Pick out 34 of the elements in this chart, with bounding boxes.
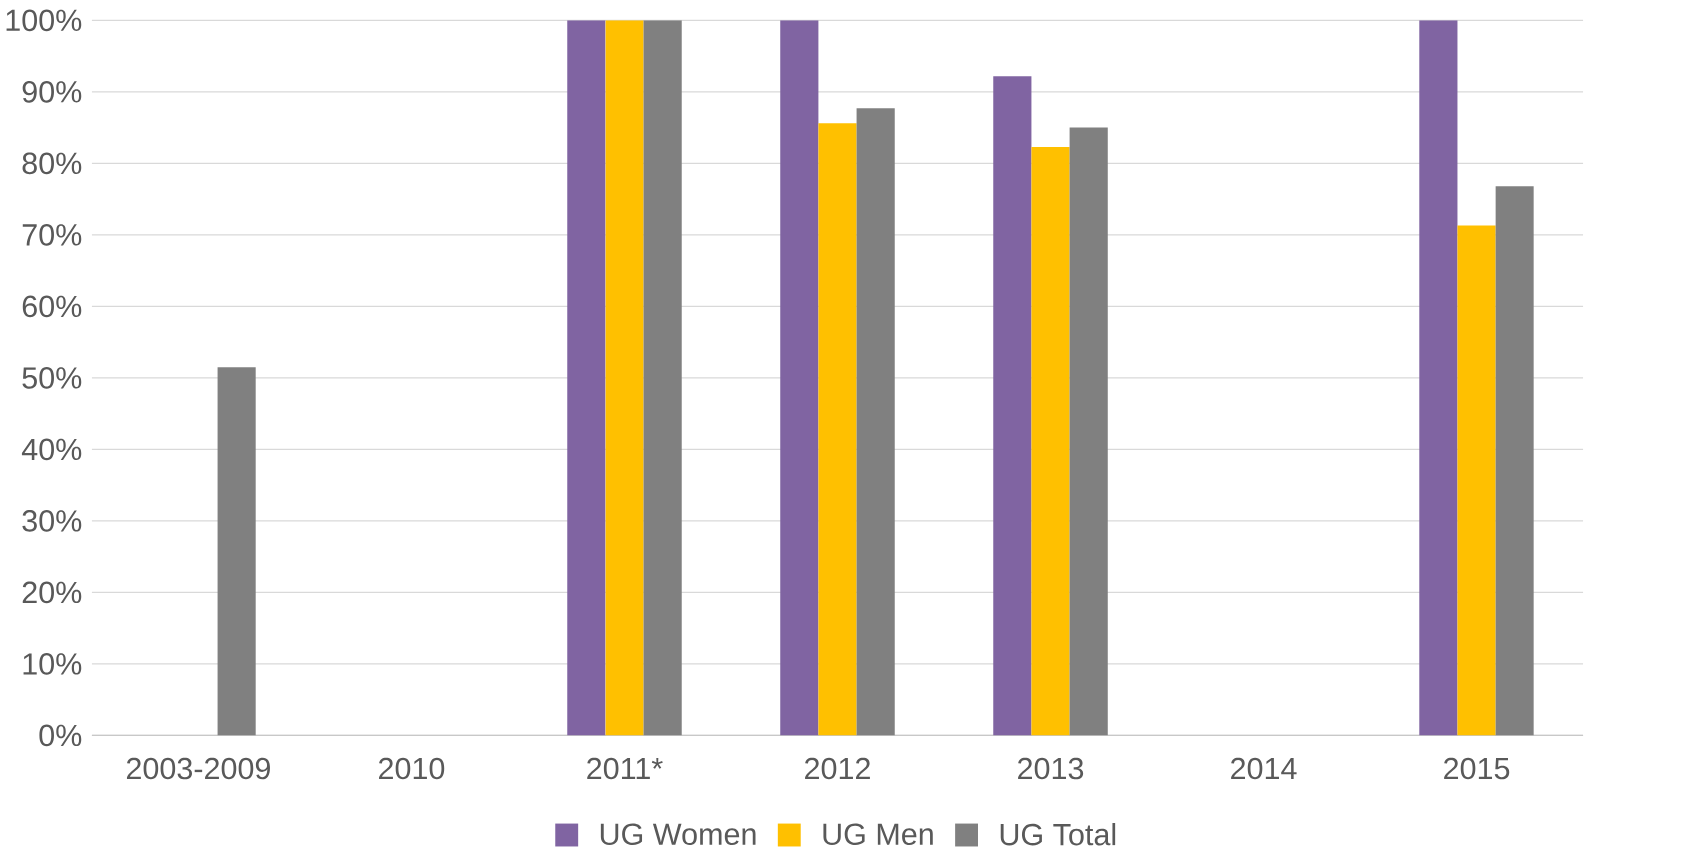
bar <box>818 123 857 736</box>
bar <box>780 20 819 736</box>
y-tick-label: 10% <box>23 653 82 675</box>
x-tick-label: 2012 <box>805 757 870 780</box>
y-tick-label: 0% <box>39 724 82 747</box>
bar <box>1495 186 1534 736</box>
y-tick-label: 80% <box>22 152 82 175</box>
y-tick-label: 40% <box>21 438 82 461</box>
bar <box>605 20 644 736</box>
y-tick-label: 50% <box>22 367 82 389</box>
x-tick-label: 2015 <box>1444 757 1510 780</box>
bar <box>1457 225 1496 736</box>
y-tick-label: 60% <box>22 295 82 318</box>
x-tick-label: 2013 <box>1018 757 1084 780</box>
x-tick-label: 2010 <box>379 757 445 780</box>
x-tick-label: 2014 <box>1231 757 1297 780</box>
bar <box>1031 147 1070 736</box>
bar <box>856 108 895 736</box>
y-tick-label: 30% <box>22 510 82 532</box>
bar <box>567 20 606 736</box>
legend-label: UG Men <box>823 823 933 846</box>
x-tick-label: 2003-2009 <box>126 757 270 780</box>
y-tick-label: 20% <box>22 581 82 604</box>
y-tick-label: 90% <box>22 81 82 103</box>
bar <box>1419 20 1458 736</box>
bar <box>1069 127 1108 736</box>
y-tick-label: 70% <box>22 224 82 246</box>
legend-label: UG Women <box>600 823 756 846</box>
y-tick-label: 100% <box>6 9 82 32</box>
bar <box>993 76 1032 736</box>
bar <box>217 367 256 736</box>
bar <box>643 20 682 736</box>
legend-label: UG Total <box>1000 823 1116 846</box>
x-tick-label: 2011* <box>587 757 663 780</box>
